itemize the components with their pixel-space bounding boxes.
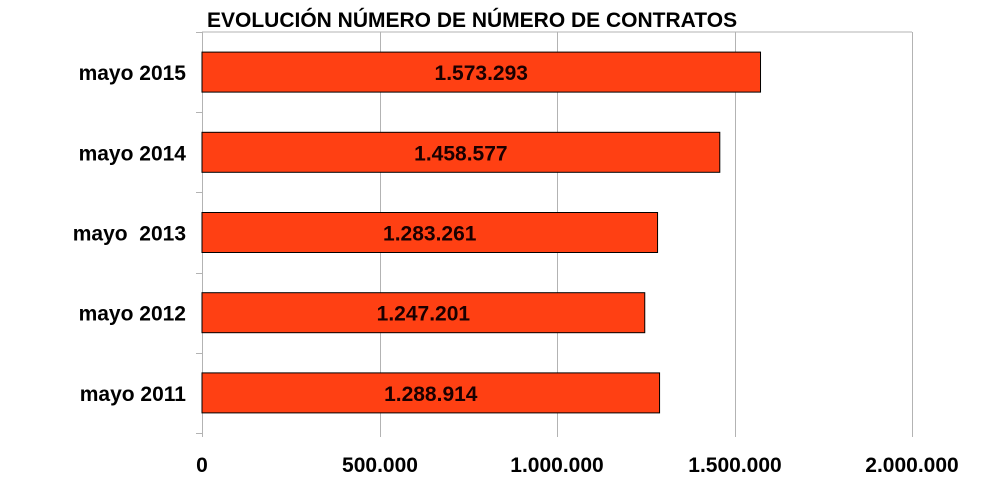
label-layer: 0 500.000 1.000.000 1.500.000 2.000.000 1.573…	[73, 62, 959, 477]
category-label: mayo 2014	[79, 142, 187, 165]
bar-layer	[201, 51, 762, 414]
bar	[201, 212, 659, 253]
x-tick-label: 1.500.000	[688, 454, 781, 477]
x-tick-label: 500.000	[342, 454, 418, 477]
bar-value-label: 1.283.261	[383, 223, 477, 246]
x-tick-label: 0	[196, 454, 208, 477]
bar	[201, 292, 646, 334]
x-tick-label: 2.000.000	[865, 454, 958, 477]
bar-value-label: 1.573.293	[435, 62, 528, 85]
category-label: mayo 2015	[79, 62, 187, 85]
category-label: mayo 2012	[79, 303, 186, 326]
category-label: mayo 2013	[73, 223, 186, 246]
bar-value-label: 1.247.201	[377, 303, 471, 326]
x-tick-label: 1.000.000	[510, 454, 603, 477]
bar	[201, 51, 762, 93]
bar	[201, 372, 661, 414]
category-label: mayo 2011	[80, 383, 187, 406]
bar	[201, 131, 721, 173]
grid-layer	[196, 31, 913, 437]
chart-title: EVOLUCIÓN NÚMERO DE NÚMERO DE CONTRATOS	[207, 8, 737, 32]
bar-value-label: 1.458.577	[414, 142, 507, 165]
bar-value-label: 1.288.914	[384, 383, 478, 406]
